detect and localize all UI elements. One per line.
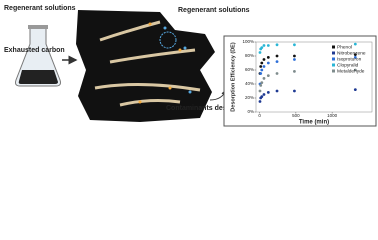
y-tick-label: 60%	[245, 67, 254, 72]
point	[260, 95, 264, 98]
point	[266, 44, 270, 47]
point	[293, 70, 296, 73]
point	[353, 88, 357, 91]
point	[266, 56, 270, 59]
x-tick-label: 0	[258, 113, 261, 118]
graphic: Regenerant solutions Exhausted carbon Re…	[4, 5, 377, 127]
chart: 0% 20% 40% 60% 80% 100% 0 500 1000 Time (min) Deso…	[230, 39, 373, 126]
y-tick-label: 100%	[242, 39, 254, 44]
point	[262, 44, 266, 47]
point	[259, 84, 263, 87]
legend-swatch	[332, 45, 335, 49]
y-tick-label: 40%	[245, 81, 254, 86]
label: Regenerant solutions	[4, 5, 76, 12]
point	[262, 58, 266, 61]
point	[275, 89, 279, 93]
point	[258, 89, 262, 93]
point	[259, 72, 263, 75]
point	[258, 100, 262, 103]
chart-frame	[223, 35, 377, 127]
solution-cloud	[159, 31, 177, 49]
point	[293, 89, 296, 93]
point	[353, 68, 357, 72]
point	[262, 93, 266, 96]
y-tick-label: 20%	[245, 95, 254, 100]
point	[262, 77, 266, 80]
point	[262, 65, 266, 68]
carbon-pores	[76, 10, 215, 122]
legend-label: Nitrobenzene	[337, 50, 366, 56]
point	[293, 43, 296, 47]
y-tick-label: 80%	[245, 53, 254, 58]
x-tick-label: 500	[292, 113, 300, 118]
legend-swatch	[332, 57, 335, 61]
legend-label: Isoproturon	[337, 56, 362, 62]
point	[260, 81, 264, 84]
point	[275, 72, 279, 75]
point	[293, 54, 296, 58]
legend-label: Metaldehyde	[337, 68, 365, 74]
y-axis-title: Desorption Efficiency (DE)	[230, 42, 236, 112]
point	[258, 51, 262, 54]
legend-label: Phenol	[337, 44, 352, 50]
legend-swatch	[332, 63, 335, 67]
point	[353, 56, 357, 59]
point	[293, 58, 296, 61]
point	[260, 68, 264, 72]
x-tick-label: 1000	[327, 113, 338, 118]
point	[275, 60, 279, 63]
x-axis-title: Time (min)	[299, 120, 329, 126]
point	[259, 65, 263, 68]
point	[266, 74, 270, 77]
point	[353, 53, 357, 56]
legend-swatch	[332, 51, 335, 55]
label: Contaminants desorb	[166, 105, 238, 112]
y-tick-label: 0%	[247, 109, 254, 114]
point	[260, 46, 264, 49]
plot-area	[255, 41, 373, 113]
label: Exhausted carbon	[4, 47, 65, 54]
point	[260, 61, 264, 65]
point	[353, 42, 357, 46]
point	[275, 43, 279, 47]
legend-label: Clopyralid	[337, 62, 359, 68]
label: Regenerant solutions	[178, 7, 250, 14]
flask	[15, 25, 61, 87]
legend-swatch	[332, 69, 335, 73]
point	[266, 61, 270, 65]
point	[266, 91, 270, 94]
point	[275, 54, 279, 58]
